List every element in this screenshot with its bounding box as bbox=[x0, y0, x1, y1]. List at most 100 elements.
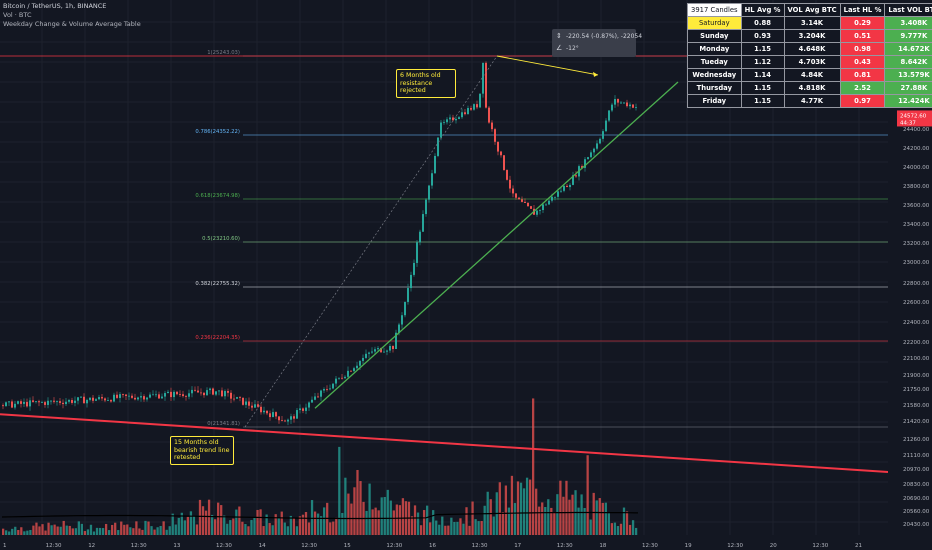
candle bbox=[341, 377, 343, 379]
time-tick-label: 12:30 bbox=[812, 543, 828, 549]
candle bbox=[560, 190, 562, 192]
candle bbox=[356, 365, 358, 369]
candle bbox=[467, 108, 469, 115]
candle bbox=[164, 393, 166, 397]
price-tick-label: 20430.00 bbox=[903, 522, 930, 528]
candle bbox=[167, 391, 169, 394]
candle bbox=[569, 184, 571, 188]
candle bbox=[263, 410, 265, 413]
table-cell-vol-avg: 3.204K bbox=[783, 29, 841, 43]
candle bbox=[242, 397, 244, 405]
volume-bar bbox=[398, 505, 402, 535]
resistance-note[interactable]: 6 Months old resistance rejected bbox=[396, 69, 456, 98]
volume-bar bbox=[356, 469, 359, 535]
volume-bar bbox=[441, 516, 444, 535]
candle bbox=[521, 199, 523, 202]
volume-bar bbox=[556, 494, 559, 535]
candle bbox=[107, 400, 109, 401]
weekday-indicator-label: Weekday Change & Volume Average Table bbox=[3, 20, 141, 28]
table-row: Saturday 0.88 3.14K 0.29 3.408K bbox=[687, 16, 932, 30]
price-badge-last-label: 24572.60 bbox=[900, 113, 927, 119]
volume-bar bbox=[132, 528, 135, 535]
time-tick-label: 15 bbox=[344, 543, 351, 549]
candle bbox=[365, 353, 367, 358]
volume-bar bbox=[604, 502, 607, 535]
volume-bar bbox=[601, 502, 604, 535]
volume-bar bbox=[50, 525, 53, 535]
volume-bar bbox=[501, 512, 504, 535]
candle bbox=[386, 350, 388, 352]
candle bbox=[503, 155, 505, 171]
fib-level-label: 0(21341.81) bbox=[207, 421, 240, 427]
price-tick-label: 22800.00 bbox=[903, 281, 930, 287]
candle bbox=[539, 210, 541, 211]
candle bbox=[437, 137, 439, 156]
table-cell-hl-avg: 0.93 bbox=[740, 29, 785, 43]
volume-bar bbox=[444, 525, 447, 535]
volume-bar bbox=[320, 516, 323, 535]
volume-bar bbox=[74, 528, 77, 535]
candle bbox=[473, 104, 475, 110]
candle bbox=[212, 388, 214, 395]
volume-bar bbox=[217, 502, 220, 535]
volume-bar bbox=[229, 520, 232, 535]
price-tick-label: 22600.00 bbox=[903, 300, 930, 306]
candle bbox=[11, 401, 13, 408]
candle bbox=[629, 104, 631, 107]
candle bbox=[524, 201, 526, 203]
table-cell-last-hl: 0.97 bbox=[839, 94, 886, 108]
candle bbox=[296, 410, 298, 419]
volume-bar bbox=[26, 530, 29, 535]
time-tick-label: 12:30 bbox=[46, 543, 62, 549]
volume-bar bbox=[95, 527, 99, 535]
candle bbox=[458, 117, 460, 119]
candle bbox=[290, 416, 292, 420]
volume-bar bbox=[56, 526, 59, 535]
price-tick-label: 23800.00 bbox=[903, 184, 930, 190]
candle bbox=[23, 401, 25, 404]
volume-bar bbox=[492, 516, 495, 535]
volume-bar bbox=[516, 481, 520, 535]
table-cell-last-vol: 27.88K bbox=[884, 81, 932, 95]
volume-bar bbox=[5, 530, 8, 535]
candle bbox=[575, 175, 577, 177]
volume-bar bbox=[111, 524, 114, 535]
candle bbox=[113, 394, 115, 402]
candle bbox=[182, 394, 184, 397]
candle bbox=[224, 391, 226, 397]
candle bbox=[611, 104, 613, 111]
candle bbox=[605, 120, 607, 132]
volume-bar bbox=[41, 524, 44, 535]
table-cell-last-vol: 12.424K bbox=[884, 94, 932, 108]
candle bbox=[572, 175, 574, 185]
volume-bar bbox=[456, 521, 459, 535]
fib-diagonal-line bbox=[244, 55, 498, 428]
candle bbox=[497, 141, 499, 152]
candle bbox=[299, 408, 301, 411]
candle bbox=[353, 368, 355, 372]
candle bbox=[563, 185, 565, 191]
volume-bar bbox=[235, 509, 238, 535]
volume-bar bbox=[401, 498, 405, 535]
price-badge-last bbox=[897, 110, 932, 127]
candle bbox=[422, 214, 424, 232]
volume-bar bbox=[192, 516, 196, 535]
volume-bar bbox=[53, 524, 56, 535]
volume-bar bbox=[631, 520, 635, 535]
candle bbox=[482, 62, 484, 94]
candle bbox=[269, 413, 271, 418]
candle bbox=[161, 396, 163, 399]
volume-bar bbox=[628, 524, 632, 535]
volume-bar bbox=[89, 524, 93, 535]
candle bbox=[617, 99, 619, 103]
trendline-note[interactable]: 15 Months old bearish trend line reteste… bbox=[170, 436, 234, 465]
volume-ma-line bbox=[1, 511, 639, 520]
volume-bar bbox=[11, 528, 14, 535]
candle bbox=[293, 416, 295, 419]
volume-bar bbox=[422, 510, 426, 535]
volume-bar bbox=[525, 477, 529, 535]
volume-bar bbox=[568, 499, 571, 535]
time-tick-label: 18 bbox=[599, 543, 606, 549]
candle bbox=[608, 110, 610, 121]
table-cell-last-hl: 0.51 bbox=[839, 29, 886, 43]
